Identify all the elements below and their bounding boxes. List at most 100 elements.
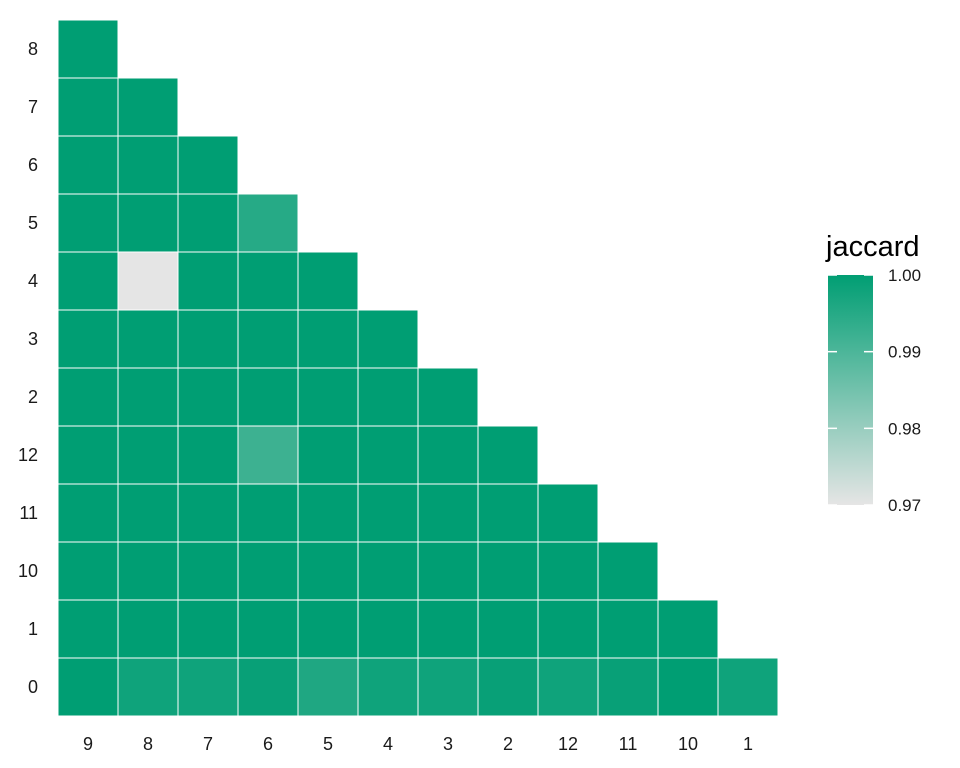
heatmap-cell: [237, 483, 299, 543]
legend-tick-label: 0.97: [888, 496, 921, 515]
heatmap-cell: [597, 599, 659, 659]
heatmap-cell: [297, 425, 359, 485]
heatmap-cell: [477, 483, 539, 543]
heatmap-cell: [117, 251, 179, 311]
heatmap-cell: [57, 541, 119, 601]
x-tick-label: 6: [263, 734, 273, 754]
y-tick-label: 11: [19, 503, 38, 523]
heatmap-cell: [237, 367, 299, 427]
heatmap-cell: [477, 599, 539, 659]
heatmap-cell: [417, 367, 479, 427]
heatmap-cell: [57, 193, 119, 253]
heatmap-cell: [297, 483, 359, 543]
x-tick-label: 9: [83, 734, 93, 754]
heatmap-cell: [117, 309, 179, 369]
y-tick-label: 0: [28, 677, 38, 697]
heatmap-cell: [237, 657, 299, 717]
heatmap-cell: [57, 599, 119, 659]
heatmap-cell: [537, 541, 599, 601]
heatmap-cell: [177, 367, 239, 427]
y-tick-label: 8: [28, 39, 38, 59]
heatmap-cell: [357, 541, 419, 601]
heatmap-cell: [177, 541, 239, 601]
heatmap-cell: [117, 657, 179, 717]
heatmap-cell: [237, 309, 299, 369]
heatmap-cell: [177, 483, 239, 543]
heatmap-cell: [177, 309, 239, 369]
heatmap-cell: [297, 251, 359, 311]
heatmap-cell: [297, 309, 359, 369]
y-tick-label: 12: [18, 445, 38, 465]
heatmap-cell: [357, 425, 419, 485]
heatmap-cell: [477, 541, 539, 601]
heatmap-cell: [177, 251, 239, 311]
heatmap-cell: [357, 657, 419, 717]
x-tick-label: 7: [203, 734, 213, 754]
heatmap-cell: [117, 425, 179, 485]
heatmap-cell: [57, 483, 119, 543]
y-tick-label: 6: [28, 155, 38, 175]
heatmap-cell: [117, 77, 179, 137]
heatmap-cell: [297, 657, 359, 717]
x-tick-label: 5: [323, 734, 333, 754]
heatmap-cell: [117, 599, 179, 659]
x-tick-label: 10: [678, 734, 698, 754]
heatmap-cell: [657, 599, 719, 659]
legend-tick-label: 0.98: [888, 419, 921, 438]
legend-tick-label: 0.99: [888, 343, 921, 362]
y-tick-label: 1: [28, 619, 38, 639]
y-tick-label: 3: [28, 329, 38, 349]
heatmap-cell: [57, 367, 119, 427]
heatmap-cell: [537, 599, 599, 659]
heatmap-cell: [597, 541, 659, 601]
color-legend: jaccard 1.00 0.99 0.98 0.97: [825, 231, 921, 515]
heatmap-cell: [177, 425, 239, 485]
heatmap-cell: [237, 599, 299, 659]
y-tick-label: 4: [28, 271, 38, 291]
heatmap-cell: [477, 425, 539, 485]
heatmap-cell: [57, 19, 119, 79]
heatmap-cell: [357, 367, 419, 427]
heatmap-cell: [717, 657, 779, 717]
heatmap-cell: [357, 483, 419, 543]
heatmap-cell: [477, 657, 539, 717]
heatmap-cell: [117, 135, 179, 195]
legend-tick-label: 1.00: [888, 266, 921, 285]
heatmap-cell: [57, 135, 119, 195]
heatmap-cell: [417, 425, 479, 485]
heatmap-cell: [177, 193, 239, 253]
x-tick-label: 4: [383, 734, 393, 754]
heatmap-cell: [357, 599, 419, 659]
x-axis-tick-labels: 9 8 7 6 5 4 3 2 12 11 10 1: [83, 734, 753, 754]
y-tick-label: 10: [18, 561, 38, 581]
x-tick-label: 3: [443, 734, 453, 754]
heatmap-cell: [237, 193, 299, 253]
y-tick-label: 7: [28, 97, 38, 117]
heatmap-cell: [417, 657, 479, 717]
x-tick-label: 8: [143, 734, 153, 754]
heatmap-cell: [57, 251, 119, 311]
x-tick-label: 12: [558, 734, 578, 754]
heatmap-cell: [177, 599, 239, 659]
legend-title: jaccard: [825, 231, 920, 263]
legend-ticks: 1.00 0.99 0.98 0.97: [828, 266, 921, 515]
heatmap-cell: [657, 657, 719, 717]
heatmap-cell: [57, 425, 119, 485]
heatmap-cell: [297, 367, 359, 427]
heatmap-cell: [237, 541, 299, 601]
y-tick-label: 5: [28, 213, 38, 233]
y-tick-label: 2: [28, 387, 38, 407]
heatmap-cell: [57, 77, 119, 137]
heatmap-cell: [417, 483, 479, 543]
heatmap-cell: [297, 599, 359, 659]
x-tick-label: 11: [619, 734, 638, 754]
heatmap-cell: [297, 541, 359, 601]
heatmap-cell: [117, 193, 179, 253]
heatmap-cell: [117, 367, 179, 427]
heatmap-cell: [57, 657, 119, 717]
heatmap-cell: [117, 483, 179, 543]
legend-colorbar: [828, 275, 873, 505]
heatmap-cell: [237, 425, 299, 485]
